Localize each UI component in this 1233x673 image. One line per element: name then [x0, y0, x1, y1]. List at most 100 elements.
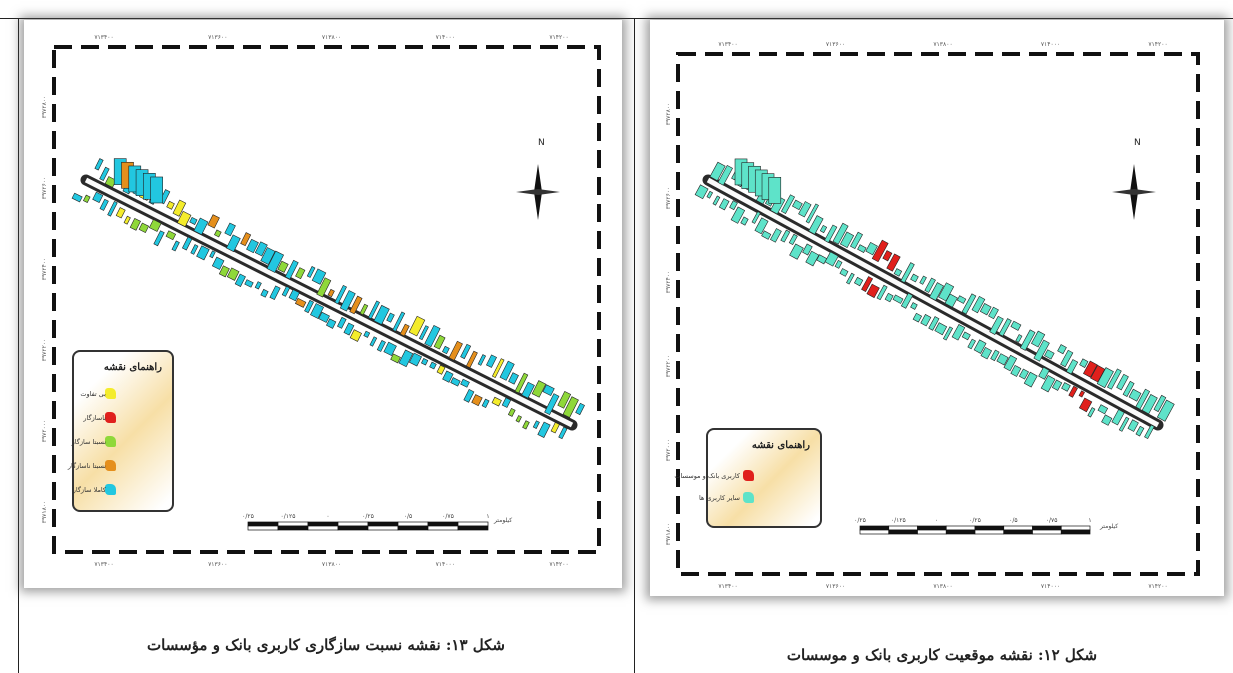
- scale-bar-segment: [859, 529, 890, 535]
- coord-label-top: ۷۱۳۸۰۰: [933, 41, 952, 48]
- scale-tick-label: ۰/۱۲۵: [281, 513, 296, 520]
- parcel: [521, 381, 535, 399]
- parcel: [1097, 404, 1109, 415]
- coord-label-bottom: ۷۱۳۶۰۰: [826, 583, 845, 590]
- parcel: [919, 275, 927, 285]
- parcel: [893, 268, 903, 277]
- parcel: [712, 195, 721, 206]
- green-swatch-icon: [105, 436, 116, 447]
- figure-caption: شکل ۱۲: نقشه موقعیت کاربری بانک و موسسات: [786, 646, 1098, 664]
- coord-label-side: ۳۹۷۲۰۰۰: [665, 439, 672, 462]
- scale-bar-segment: [337, 521, 369, 527]
- coord-label-bottom: ۷۱۳۸۰۰: [322, 561, 341, 568]
- parcel: [802, 243, 813, 256]
- legend-item-label: کاربری بانک و موسسات: [674, 472, 740, 480]
- parcel: [1010, 364, 1022, 377]
- parcel: [196, 245, 210, 261]
- parcel: [343, 322, 355, 336]
- parcel: [277, 260, 289, 273]
- parcel: [924, 277, 936, 293]
- parcel: [369, 336, 378, 347]
- coord-label-top: ۷۱۴۰۰۰: [1041, 41, 1060, 48]
- map-right: ۷۱۳۴۰۰ ۷۱۳۶۰۰ ۷۱۳۸۰۰ ۷۱۴۰۰۰ ۷۱۴۲۰۰ ۷۱۳۴۰۰ ۷۱۳۶…: [650, 20, 1224, 596]
- parcel: [214, 229, 222, 238]
- parcel: [998, 318, 1012, 337]
- scale-bar-segment: [1003, 525, 1033, 531]
- scale-bar-segment: [277, 521, 309, 527]
- parcel: [798, 201, 812, 218]
- parcel: [99, 198, 109, 211]
- parcel: [129, 217, 141, 231]
- parcel: [871, 239, 889, 263]
- parcel: [1068, 385, 1078, 398]
- parcel: [304, 299, 314, 314]
- coord-label-side: ۳۹۷۱۸۰۰: [665, 523, 672, 546]
- coord-label-side: ۳۹۷۲۶۰۰: [41, 177, 48, 200]
- parcel: [1019, 329, 1036, 351]
- scale-bar-segment: [1060, 529, 1091, 535]
- parcel: [486, 354, 497, 368]
- middle-border: [634, 18, 635, 673]
- parcel: [942, 326, 954, 341]
- parcel: [717, 164, 733, 186]
- scale-tick-label: ۰/۲۵: [969, 517, 981, 524]
- parcel: [522, 420, 530, 430]
- parcel: [1087, 407, 1096, 418]
- parcel: [107, 200, 118, 217]
- coord-label-bottom: ۷۱۴۰۰۰: [436, 561, 455, 568]
- parcel: [1060, 349, 1074, 368]
- north-label: N: [538, 138, 545, 148]
- parcel: [928, 316, 940, 331]
- parcel: [910, 302, 918, 310]
- parcel: [471, 394, 483, 407]
- parcel: [824, 224, 838, 243]
- parcel: [491, 396, 502, 407]
- parcel: [190, 244, 199, 255]
- parcel: [514, 372, 529, 394]
- parcel: [246, 238, 259, 254]
- coord-label-side: ۳۹۷۲۸۰۰: [665, 103, 672, 126]
- parcel: [532, 420, 540, 429]
- left-border: [18, 18, 19, 673]
- scale-bar-segment: [397, 525, 429, 531]
- parcel: [979, 303, 992, 316]
- parcel: [207, 214, 220, 229]
- scale-bar-segment: [367, 525, 399, 531]
- parcel: [1061, 382, 1071, 392]
- parcel: [491, 358, 505, 379]
- parcel: [260, 288, 269, 298]
- parcel: [460, 343, 472, 360]
- scale-bar-segment: [457, 521, 489, 527]
- legend-item-label: کاملا سازگار: [72, 486, 106, 494]
- coord-label-bottom: ۷۱۳۴۰۰: [94, 561, 113, 568]
- parcel: [819, 224, 828, 234]
- parcel: [920, 314, 932, 327]
- parcel: [1038, 366, 1050, 380]
- scale-tick-label: ۱: [1088, 517, 1091, 524]
- parcel: [558, 426, 568, 440]
- coord-label-side: ۳۹۷۲۶۰۰: [665, 187, 672, 210]
- scale-tick-label: ۰: [935, 517, 938, 524]
- parcel: [1010, 320, 1022, 331]
- parcel: [951, 324, 966, 341]
- parcel: [866, 283, 880, 299]
- scale-bar-segment: [277, 525, 309, 531]
- red-swatch-icon: [743, 470, 754, 481]
- parcel: [311, 268, 327, 285]
- parcel: [706, 190, 714, 199]
- parcel: [857, 244, 867, 253]
- parcel: [961, 331, 971, 341]
- parcel: [244, 279, 254, 288]
- parcel: [1057, 344, 1067, 355]
- teal-swatch-icon: [743, 492, 754, 503]
- parcel: [1096, 367, 1114, 389]
- parcel: [269, 285, 281, 301]
- scale-unit: کیلومتر: [494, 517, 513, 524]
- compass-cross-icon: [516, 189, 560, 195]
- scale-bar-segment: [367, 521, 399, 527]
- road-axis: [84, 177, 574, 428]
- parcel: [165, 230, 177, 241]
- parcel: [294, 297, 307, 308]
- parcel: [211, 256, 225, 270]
- parcel: [148, 219, 162, 232]
